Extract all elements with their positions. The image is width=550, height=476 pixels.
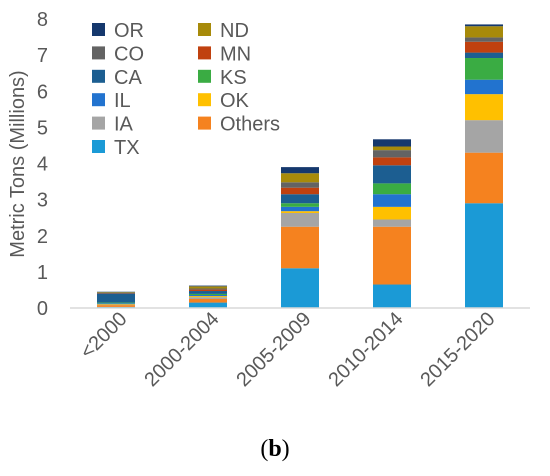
legend-label-ok: OK — [220, 90, 250, 112]
bar-segment-mn — [465, 41, 503, 53]
bar-segment-or — [373, 139, 411, 147]
bar-segment-tx — [373, 284, 411, 308]
bar-segment-ks — [189, 293, 227, 295]
legend-label-mn: MN — [220, 43, 251, 65]
bar-segment-ia — [465, 120, 503, 153]
bar-segment-others — [189, 298, 227, 303]
bar-segment-il — [281, 206, 319, 212]
legend-label-ks: KS — [220, 67, 247, 89]
bar-segment-or — [465, 24, 503, 27]
bar-segment-tx — [189, 302, 227, 308]
y-axis-title: Metric Tons (Millions) — [7, 70, 29, 257]
bar-segment-ia — [97, 304, 135, 306]
bar-segment-ks — [373, 183, 411, 195]
x-tick-label: <2000 — [76, 308, 131, 363]
bar-segment-mn — [97, 293, 135, 294]
bar-segment-others — [373, 226, 411, 285]
legend-label-ia: IA — [114, 114, 134, 136]
x-tick-label: 2000-2004 — [140, 308, 223, 391]
legend-label-co: CO — [114, 43, 144, 65]
legend-label-nd: ND — [220, 20, 249, 42]
bar-segment-others — [281, 226, 319, 269]
bar-segment-nd — [97, 292, 135, 293]
caption-letter: b — [268, 436, 282, 462]
bar-segment-ok — [189, 296, 227, 298]
bar-segment-ca — [281, 194, 319, 204]
bar-segment-ok — [281, 211, 319, 213]
x-tick-label: 2015-2020 — [416, 308, 499, 391]
legend-swatch-il — [92, 93, 105, 107]
bar-segment-ks — [465, 58, 503, 80]
bar-segment-nd — [281, 173, 319, 183]
x-tick-label: 2010-2014 — [324, 308, 407, 391]
legend-label-others: Others — [220, 114, 280, 136]
y-tick-label: 7 — [37, 45, 48, 67]
bar-segment-co — [281, 182, 319, 188]
figure-caption: (b) — [0, 436, 550, 463]
bar-segment-others — [97, 305, 135, 307]
bar-segment-tx — [281, 268, 319, 308]
legend-swatch-ia — [92, 116, 105, 130]
y-tick-label: 8 — [37, 9, 48, 31]
bar-segment-ok — [373, 206, 411, 220]
caption-open: ( — [260, 436, 269, 462]
bar-segment-co — [97, 292, 135, 294]
bar-segment-tx — [465, 203, 503, 308]
bar-segment-nd — [373, 146, 411, 151]
bar-segment-or — [189, 285, 227, 287]
bar-segment-others — [465, 152, 503, 204]
bar-segment-ia — [281, 212, 319, 227]
bar-segment-mn — [373, 157, 411, 166]
y-tick-label: 6 — [37, 81, 48, 103]
bar-segment-il — [97, 303, 135, 305]
bar-segment-ok — [465, 94, 503, 121]
y-tick-label: 5 — [37, 117, 48, 139]
y-tick-label: 3 — [37, 190, 48, 212]
bar-segment-il — [373, 194, 411, 207]
legend-swatch-ca — [92, 69, 105, 83]
bar-segment-mn — [281, 187, 319, 195]
bar-segment-ok — [97, 304, 135, 305]
bar-segment-co — [465, 37, 503, 42]
legend-label-il: IL — [114, 90, 131, 112]
legend-swatch-tx — [92, 140, 105, 153]
bar-segment-ca — [97, 293, 135, 303]
legend-swatch-ks — [198, 69, 211, 83]
bar-segment-or — [281, 167, 319, 174]
y-tick-label: 2 — [37, 226, 48, 248]
bar-segment-il — [465, 79, 503, 95]
bar-segment-mn — [189, 289, 227, 292]
bar-segment-ks — [281, 203, 319, 207]
legend-swatch-ok — [198, 93, 211, 107]
stacked-bar-chart: 0 1 2 3 4 5 6 7 8 Metric Tons (Millions) <2000 2000… — [7, 9, 530, 391]
legend-label-ca: CA — [114, 67, 142, 89]
y-tick-label: 1 — [37, 262, 48, 284]
legend-swatch-others — [198, 116, 211, 130]
caption-close: ) — [281, 436, 290, 462]
bar-segment-co — [189, 288, 227, 290]
bar-segment-ca — [465, 52, 503, 59]
y-tick-label: 4 — [37, 154, 48, 176]
bar-segment-il — [189, 294, 227, 297]
bar-segment-ca — [189, 291, 227, 294]
legend-swatch-nd — [198, 23, 211, 36]
bar-segment-ks — [97, 302, 135, 304]
legend-swatch-or — [92, 23, 105, 36]
y-tick-label: 0 — [37, 298, 48, 320]
legend-swatch-co — [92, 46, 105, 60]
bar-segment-ia — [189, 297, 227, 299]
legend-label-tx: TX — [114, 137, 140, 159]
bar-segment-co — [373, 150, 411, 158]
x-tick-label: 2005-2009 — [232, 308, 315, 391]
bar-segment-nd — [465, 26, 503, 38]
legend-swatch-mn — [198, 46, 211, 60]
bar-segment-ca — [373, 165, 411, 184]
bar-segment-ia — [373, 219, 411, 227]
bar-segment-or — [97, 291, 135, 293]
bar-segment-nd — [189, 286, 227, 289]
legend-label-or: OR — [114, 20, 144, 42]
